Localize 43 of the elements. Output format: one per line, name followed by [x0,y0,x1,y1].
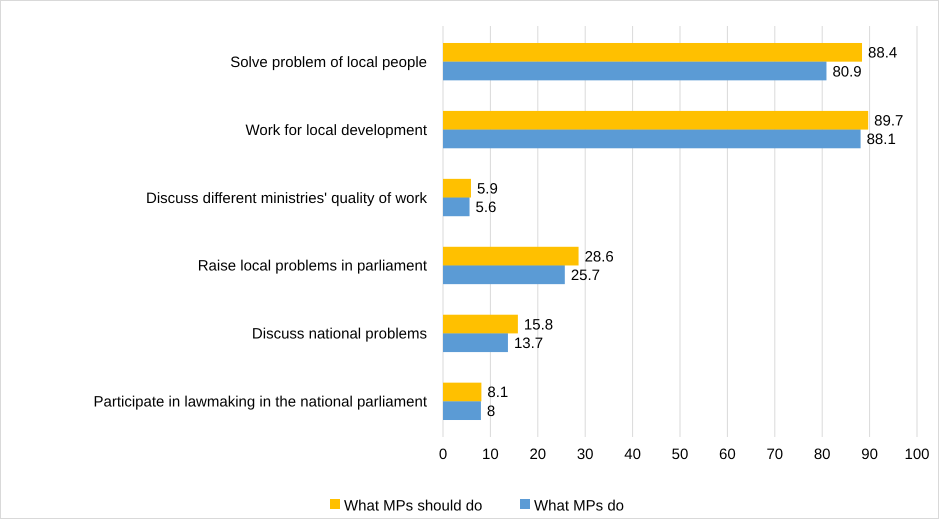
data-label: 5.6 [476,199,496,216]
x-tick-label: 40 [624,446,641,463]
data-label: 5.9 [476,180,498,198]
bar [443,265,565,284]
legend-label: What MPs do [534,497,624,514]
y-tick-label: Discuss different ministries' quality of work [146,190,428,207]
bar [443,110,868,130]
y-tick-label: Solve problem of local people [230,54,427,71]
data-label: 89.7 [874,112,904,130]
bar [443,333,508,352]
bar [443,382,482,402]
x-tick-label: 80 [814,446,831,463]
bar [443,178,471,198]
data-label: 13.7 [514,334,544,352]
data-label: 8.1 [487,384,508,402]
legend-label: What MPs should do [344,497,482,514]
x-tick-label: 20 [529,446,546,463]
data-label: 8 [486,402,496,420]
bar [443,314,518,334]
data-label: 15.8 [524,316,554,334]
y-tick-label: Discuss national problems [252,326,427,343]
bar [443,246,579,266]
y-tick-label: Raise local problems in parliament [198,258,428,275]
data-label: 25.7 [570,267,600,284]
y-tick-label: Participate in lawmaking in the national parliament [93,394,428,411]
bar [443,130,861,148]
data-label: 28.6 [584,248,614,266]
data-label: 88.1 [866,131,896,148]
bar [443,62,826,80]
x-tick-label: 50 [672,446,688,463]
data-label: 88.4 [868,44,898,62]
y-tick-label: Work for local development [246,122,428,139]
x-tick-label: 60 [719,446,736,463]
data-label: 80.9 [832,63,862,80]
x-tick-label: 30 [576,446,594,463]
bar [443,42,862,62]
x-tick-label: 0 [438,446,448,463]
x-tick-label: 90 [861,446,878,463]
x-tick-label: 10 [482,446,499,463]
x-tick-label: 100 [904,446,930,463]
bar [443,198,470,216]
bar [443,401,481,420]
x-tick-label: 70 [766,446,784,463]
